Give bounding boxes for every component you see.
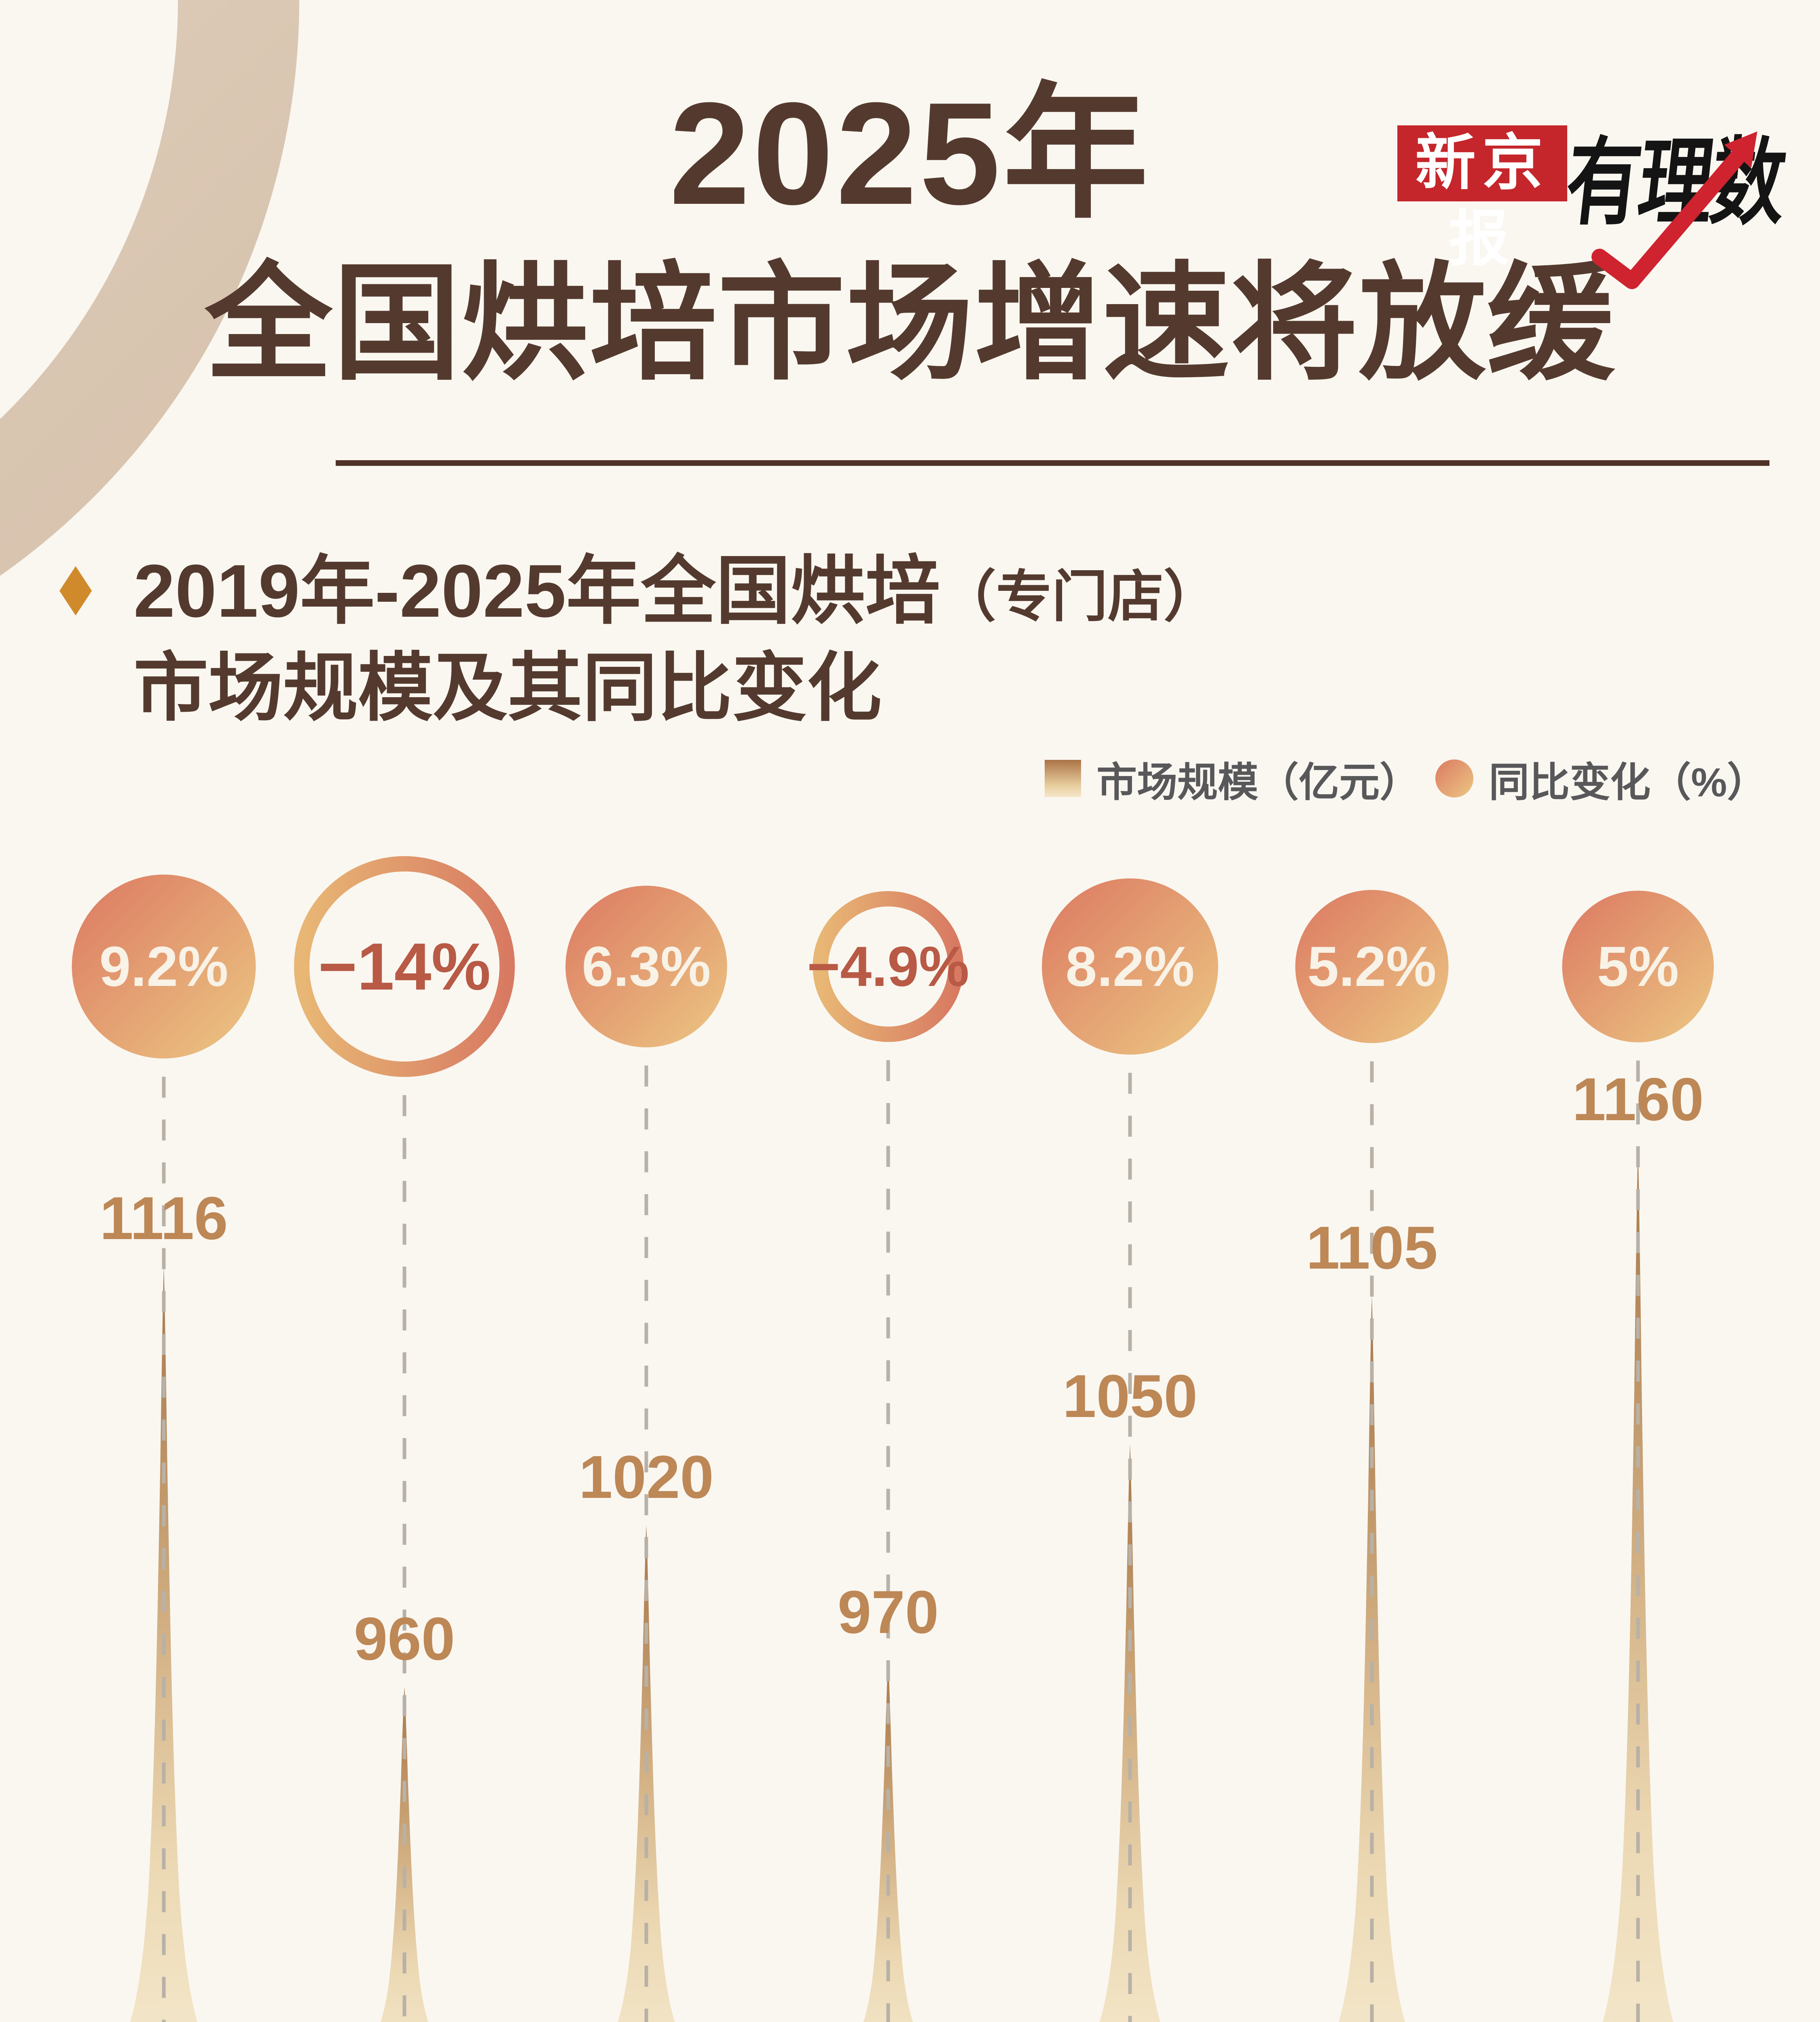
market-value-label: 970 [837,1578,939,1646]
yoy-value-label: 5% [1597,935,1679,998]
yoy-bubble [565,886,727,1047]
yoy-value-label: −4.9% [807,935,969,998]
yoy-ring [813,891,964,1042]
chart-subtitle-line2: 市场规模及其同比变化 [133,647,882,730]
market-value-label: 1116 [99,1184,228,1252]
market-value-label: 1050 [1062,1362,1198,1430]
yoy-value-label: −14% [318,929,491,1004]
market-size-spike [1338,1296,1405,2022]
yoy-bubble [72,874,256,1059]
yoy-bubble [1562,890,1714,1043]
page-title: 2025年 [669,72,1151,235]
yoy-ring [294,856,515,1077]
page-title-line2: 全国烘培市场增速将放缓 [205,252,1615,395]
logo: 新京报 有理数 [1391,97,1796,299]
yoy-value-label: 5.2% [1307,935,1437,998]
title-divider [336,460,1769,466]
subtitle-main-text: 2019年-2025年全国烘培 [133,550,940,633]
subtitle-paren-text: （专门店） [940,566,1219,628]
yoy-value-label: 6.3% [582,935,711,998]
logo-arrow-icon [1591,131,1757,289]
legend-yoy-label: 同比变化（%） [1489,759,1767,805]
yoy-bubble [1042,878,1218,1055]
market-value-label: 1160 [1572,1065,1704,1134]
legend: 市场规模（亿元） 同比变化（%） [1045,740,1767,817]
market-size-swatch-icon [1045,760,1081,797]
market-value-label: 1105 [1306,1214,1438,1282]
yoy-bubble [1295,890,1449,1043]
yoy-value-label: 9.2% [99,935,229,998]
market-size-spike [380,1687,429,2022]
yoy-value-label: 8.2% [1065,935,1195,998]
xinjingbao-logo: 新京报 [1397,125,1567,273]
yoy-swatch-icon [1435,759,1474,797]
legend-market-label: 市场规模（亿元） [1096,759,1420,805]
market-value-label: 960 [353,1605,455,1673]
market-size-spike [618,1525,675,2022]
market-value-label: 1020 [579,1443,714,1511]
chart-subtitle-line1: 2019年-2025年全国烘培（专门店） [133,544,1219,645]
